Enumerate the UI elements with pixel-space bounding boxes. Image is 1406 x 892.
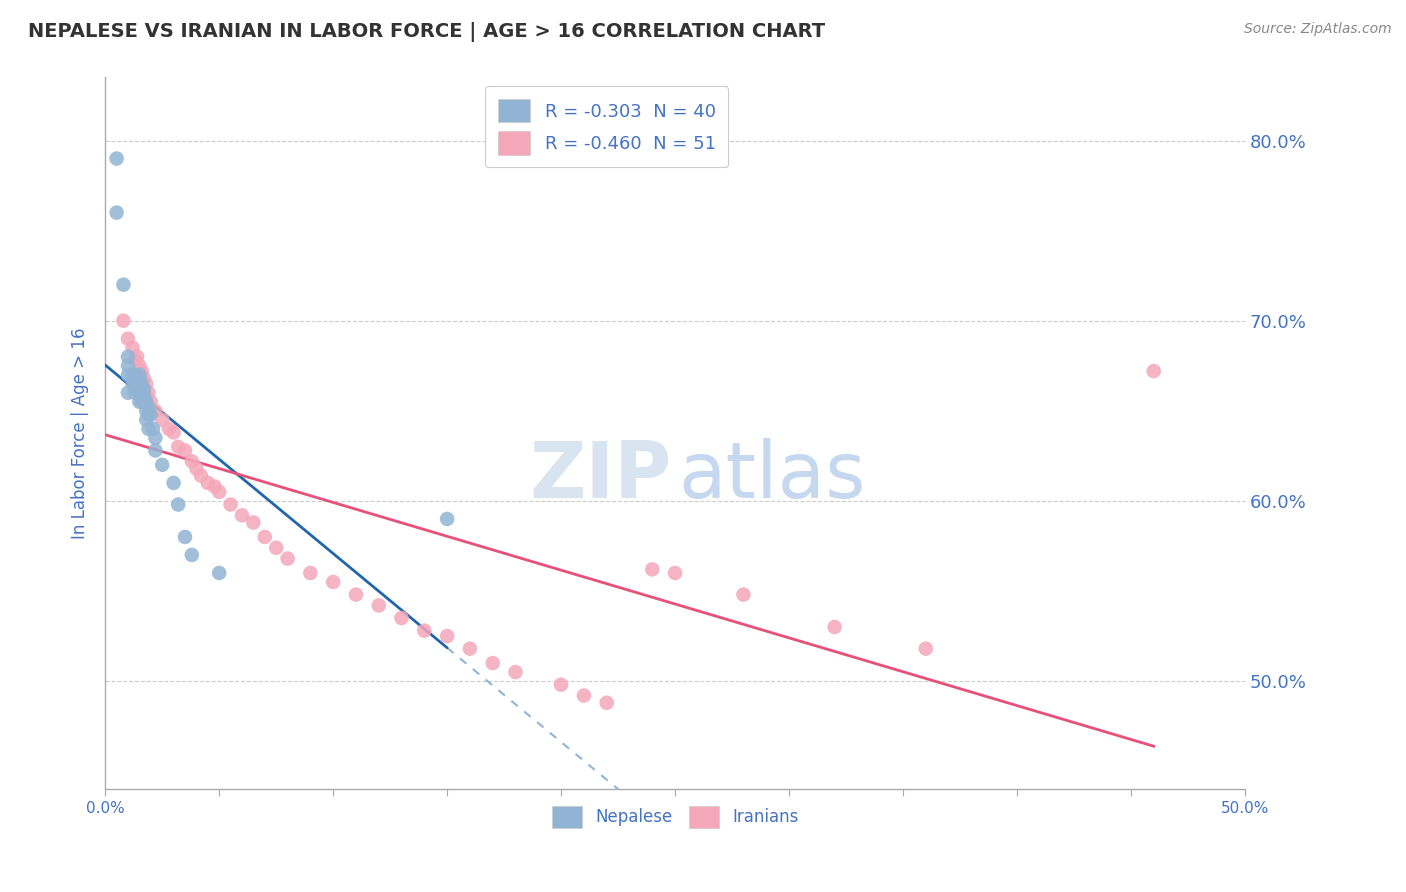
Point — [208, 484, 231, 499]
Point — [264, 541, 287, 555]
Point — [131, 364, 153, 378]
Point — [143, 443, 166, 458]
Point — [131, 385, 153, 400]
Point — [128, 385, 150, 400]
Point — [135, 376, 157, 391]
Point — [641, 562, 664, 576]
Point — [150, 458, 173, 472]
Point — [121, 368, 143, 382]
Point — [299, 566, 322, 580]
Point — [124, 376, 146, 391]
Point — [138, 385, 160, 400]
Point — [481, 656, 503, 670]
Text: ZIP: ZIP — [530, 438, 672, 514]
Point — [105, 205, 128, 219]
Point — [208, 566, 231, 580]
Point — [117, 385, 139, 400]
Point — [128, 371, 150, 385]
Point — [143, 431, 166, 445]
Point — [127, 350, 149, 364]
Point — [190, 468, 212, 483]
Text: Source: ZipAtlas.com: Source: ZipAtlas.com — [1244, 22, 1392, 37]
Point — [197, 475, 219, 490]
Point — [344, 588, 367, 602]
Point — [121, 341, 143, 355]
Point — [162, 475, 184, 490]
Point — [132, 382, 155, 396]
Point — [138, 408, 160, 422]
Point — [458, 641, 481, 656]
Point — [180, 548, 202, 562]
Point — [124, 385, 146, 400]
Point — [138, 401, 160, 415]
Point — [914, 641, 936, 656]
Point — [204, 479, 226, 493]
Point — [231, 508, 253, 523]
Point — [135, 394, 157, 409]
Point — [139, 394, 162, 409]
Point — [413, 624, 436, 638]
Point — [132, 371, 155, 385]
Point — [550, 678, 572, 692]
Point — [112, 277, 135, 292]
Point — [277, 551, 299, 566]
Point — [167, 440, 190, 454]
Text: NEPALESE VS IRANIAN IN LABOR FORCE | AGE > 16 CORRELATION CHART: NEPALESE VS IRANIAN IN LABOR FORCE | AGE… — [28, 22, 825, 42]
Point — [139, 408, 162, 422]
Point — [132, 394, 155, 409]
Y-axis label: In Labor Force | Age > 16: In Labor Force | Age > 16 — [72, 327, 89, 539]
Point — [180, 454, 202, 468]
Point — [117, 350, 139, 364]
Point — [124, 368, 146, 382]
Point — [174, 443, 197, 458]
Point — [132, 385, 155, 400]
Point — [572, 689, 595, 703]
Point — [105, 152, 128, 166]
Point — [242, 516, 264, 530]
Point — [135, 413, 157, 427]
Point — [162, 425, 184, 440]
Text: atlas: atlas — [679, 438, 866, 514]
Point — [117, 368, 139, 382]
Point — [117, 332, 139, 346]
Point — [138, 422, 160, 436]
Point — [117, 359, 139, 373]
Point — [131, 394, 153, 409]
Point — [436, 629, 458, 643]
Point — [436, 512, 458, 526]
Point — [128, 371, 150, 385]
Point — [664, 566, 686, 580]
Point — [322, 574, 344, 589]
Point — [253, 530, 276, 544]
Point — [143, 404, 166, 418]
Point — [167, 498, 190, 512]
Point — [174, 530, 197, 544]
Legend: Nepalese, Iranians: Nepalese, Iranians — [546, 799, 806, 834]
Point — [127, 376, 149, 391]
Point — [124, 353, 146, 368]
Point — [1143, 364, 1166, 378]
Point — [150, 413, 173, 427]
Point — [219, 498, 242, 512]
Point — [128, 359, 150, 373]
Point — [131, 376, 153, 391]
Point — [391, 611, 413, 625]
Point — [186, 461, 208, 475]
Point — [132, 389, 155, 403]
Point — [733, 588, 755, 602]
Point — [595, 696, 617, 710]
Point — [112, 314, 135, 328]
Point — [128, 368, 150, 382]
Point — [157, 422, 180, 436]
Point — [135, 404, 157, 418]
Point — [142, 422, 165, 436]
Point — [367, 599, 389, 613]
Point — [128, 394, 150, 409]
Point — [824, 620, 846, 634]
Point — [505, 665, 527, 679]
Point — [135, 389, 157, 403]
Point — [121, 376, 143, 391]
